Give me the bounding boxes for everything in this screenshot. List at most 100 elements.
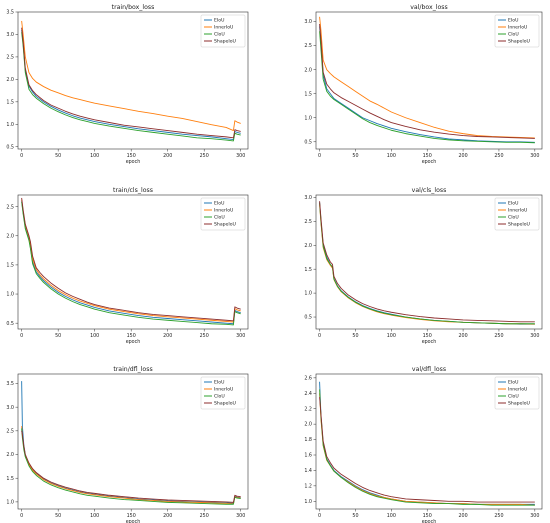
legend-label: InnerIoU (214, 208, 233, 214)
y-tick-label: 1.4 (304, 468, 312, 474)
legend-label: CIoU (214, 32, 225, 38)
legend-label: ShapeIoU (214, 401, 236, 407)
y-tick-label: 1.5 (6, 476, 14, 482)
x-tick-label: 0 (318, 153, 321, 159)
y-tick-label: 2.0 (6, 233, 14, 239)
x-tick-label: 200 (163, 513, 172, 519)
y-tick-label: 2.5 (304, 43, 312, 49)
x-tick-label: 250 (494, 153, 503, 159)
series-line-CIoU (319, 203, 535, 325)
series-line-CIoU (21, 428, 241, 505)
series-line-InnerIoU (319, 393, 535, 506)
legend-box (200, 376, 246, 410)
x-tick-label: 300 (530, 153, 539, 159)
x-axis-label: epoch (422, 159, 437, 165)
chart-panel-4: val/cls_loss 0 50 100 150 200 250 300 0.5 1.0 1.5 2… (304, 187, 543, 345)
y-tick-label: 3.0 (304, 19, 312, 25)
series-line-CIoU (319, 389, 535, 506)
series-line-EIoU (21, 29, 241, 141)
legend-box (494, 376, 540, 410)
chart-title: val/dfl_loss (412, 366, 446, 373)
plot-frame (315, 11, 543, 150)
legend-label: EIoU (214, 380, 224, 386)
x-tick-label: 150 (127, 513, 136, 519)
x-tick-label: 300 (236, 333, 245, 339)
legend-box (200, 14, 246, 48)
x-tick-label: 0 (318, 333, 321, 339)
series-group (21, 197, 241, 326)
y-tick-label: 1.5 (6, 99, 14, 105)
chart-panel-1: train/box_loss 0 50 100 150 200 250 300 0.5 1.0 1.… (6, 4, 249, 165)
x-tick-label: 200 (459, 513, 468, 519)
x-axis-label: epoch (126, 339, 141, 345)
chart-panel-3: train/cls_loss 0 50 100 150 200 250 300 0.5 1.0 1.… (6, 187, 249, 345)
y-tick-label: 2.6 (304, 375, 312, 381)
x-tick-label: 100 (90, 333, 99, 339)
x-tick-label: 0 (318, 513, 321, 519)
series-line-ShapeIoU (21, 430, 241, 503)
x-tick-label: 100 (90, 513, 99, 519)
legend-label: ShapeIoU (508, 401, 530, 407)
legend-label: CIoU (508, 215, 519, 221)
chart-panel-2: val/box_loss 0 50 100 150 200 250 300 0.5 1.0 1.5 2… (304, 4, 543, 165)
legend-label: ShapeIoU (508, 222, 530, 228)
x-tick-label: 300 (530, 513, 539, 519)
series-group (319, 201, 535, 325)
legend-label: ShapeIoU (508, 39, 530, 45)
x-tick-label: 100 (387, 513, 396, 519)
legend-label: InnerIoU (214, 387, 233, 393)
legend-label: InnerIoU (214, 25, 233, 31)
x-tick-label: 50 (55, 333, 61, 339)
series-line-CIoU (21, 32, 241, 142)
y-tick-label: 2.0 (6, 452, 14, 458)
series-line-InnerIoU (21, 20, 241, 132)
x-tick-label: 50 (55, 153, 61, 159)
y-tick-label: 0.5 (304, 139, 312, 145)
legend-label: ShapeIoU (214, 39, 236, 45)
x-tick-label: 150 (127, 153, 136, 159)
x-tick-label: 150 (423, 513, 432, 519)
x-tick-label: 100 (387, 153, 396, 159)
y-tick-label: 2.0 (304, 422, 312, 428)
y-tick-label: 1.5 (304, 91, 312, 97)
y-tick-label: 1.0 (6, 122, 14, 128)
y-tick-label: 2.2 (304, 406, 312, 412)
x-tick-label: 250 (200, 153, 209, 159)
y-tick-label: 3.0 (6, 32, 14, 38)
y-tick-label: 1.5 (6, 263, 14, 269)
x-tick-label: 50 (352, 153, 358, 159)
y-tick-label: 1.2 (304, 483, 312, 489)
legend-label: CIoU (214, 215, 225, 221)
x-tick-label: 150 (423, 153, 432, 159)
legend-label: CIoU (508, 32, 519, 38)
y-tick-label: 2.5 (6, 204, 14, 210)
legend-label: EIoU (508, 201, 518, 207)
series-group (319, 16, 535, 144)
x-tick-label: 200 (163, 333, 172, 339)
legend-label: InnerIoU (508, 25, 527, 31)
y-tick-label: 2.4 (304, 391, 312, 397)
y-tick-label: 1.0 (6, 292, 14, 298)
x-tick-label: 300 (236, 513, 245, 519)
y-tick-label: 1.0 (304, 499, 312, 505)
legend-box (494, 197, 540, 231)
chart-title: train/cls_loss (113, 187, 153, 194)
legend-box (200, 197, 246, 231)
y-tick-label: 3.0 (6, 405, 14, 411)
x-tick-label: 300 (530, 333, 539, 339)
x-tick-label: 250 (494, 513, 503, 519)
legend-box (494, 14, 540, 48)
series-line-InnerIoU (319, 16, 535, 139)
y-tick-label: 3.0 (304, 195, 312, 201)
chart-panel-6: val/dfl_loss 0 50 100 150 200 250 300 1.0 1.2 1.4 1… (304, 366, 543, 523)
y-tick-label: 3.5 (6, 381, 14, 387)
x-tick-label: 200 (459, 153, 468, 159)
chart-panel-5: train/dfl_loss 0 50 100 150 200 250 300 1.0 1.5 2.… (6, 366, 249, 523)
